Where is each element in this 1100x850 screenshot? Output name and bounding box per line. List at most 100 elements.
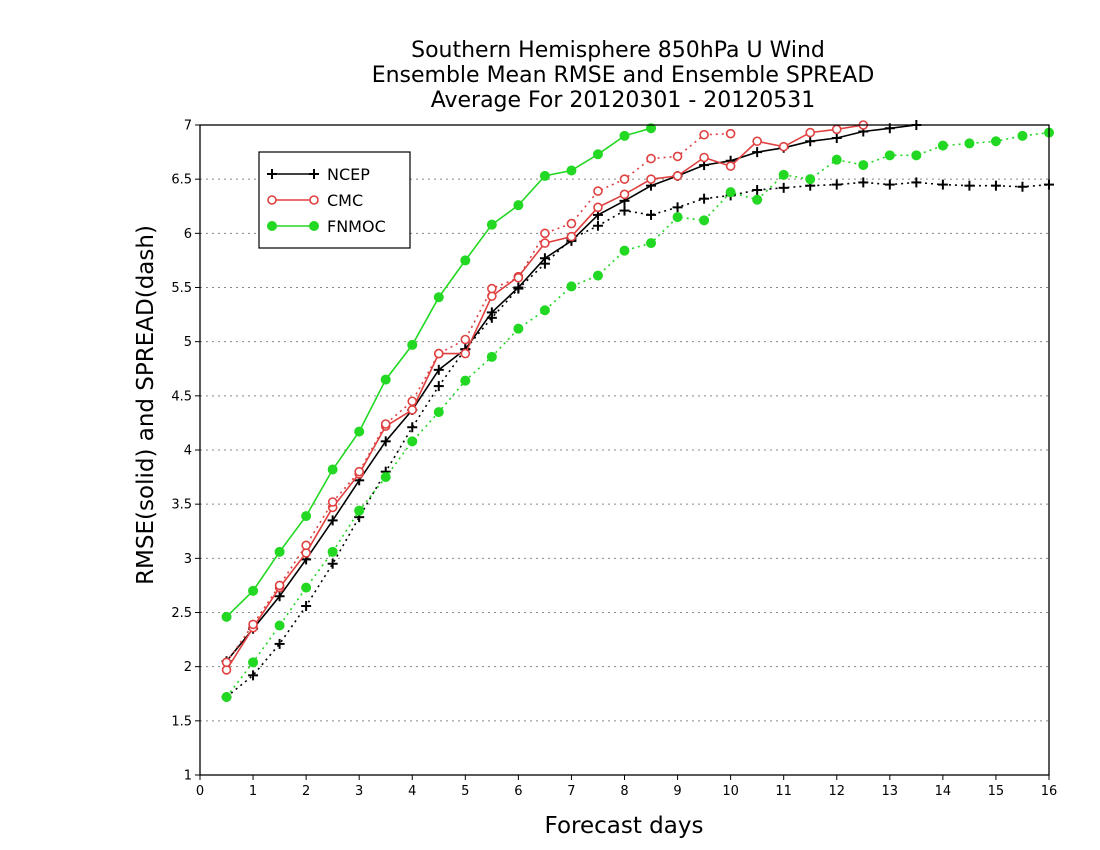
ncep-spread-point: [513, 283, 524, 294]
ncep-rmse-point: [274, 591, 285, 602]
y-tick-label: 4.5: [171, 389, 192, 404]
x-tick-label: 15: [988, 784, 1005, 799]
cmc-spread-point: [221, 657, 232, 668]
ncep-spread-point: [964, 180, 975, 191]
x-tick-label: 2: [302, 784, 310, 799]
y-tick-label: 3: [184, 552, 192, 567]
ncep-spread-line: [225, 181, 1050, 698]
cmc-spread-point: [646, 153, 656, 164]
ncep-rmse-point: [752, 147, 763, 158]
y-axis-ticks: 1 1.5 2 2.5 3 3.5 4 4.5 5 5.5 6 6.5 7: [171, 119, 200, 784]
ncep-spread-point: [407, 422, 418, 433]
fnmoc-spread-point: [937, 140, 948, 151]
ncep-rmse-point: [805, 136, 816, 147]
x-tick-label: 3: [355, 784, 363, 799]
ncep-spread-point: [646, 209, 657, 220]
y-tick-label: 1.5: [171, 714, 192, 729]
fnmoc-spread-point: [433, 407, 444, 418]
fnmoc-rmse-point: [566, 165, 577, 176]
y-tick-label: 6.5: [171, 173, 192, 188]
cmc-spread-point: [672, 151, 683, 162]
ncep-spread-point: [592, 220, 603, 231]
fnmoc-rmse-point: [486, 219, 497, 230]
ncep-spread-point: [619, 205, 630, 216]
ncep-rmse-point: [380, 436, 391, 447]
fnmoc-spread-point: [460, 375, 471, 386]
fnmoc-rmse-point: [592, 149, 603, 160]
fnmoc-rmse-point: [513, 200, 524, 211]
fnmoc-spread-point: [592, 270, 603, 281]
fnmoc-spread-point: [646, 238, 657, 249]
ncep-spread-point: [831, 179, 842, 190]
legend-marker-fnmoc: [267, 221, 277, 231]
cmc-rmse-point: [407, 405, 418, 415]
ncep-spread-point: [539, 258, 550, 269]
ncep-spread-point: [937, 179, 948, 190]
legend-marker-cmc: [267, 195, 277, 205]
fnmoc-spread-point: [566, 281, 577, 292]
cmc-rmse-point: [672, 171, 683, 181]
fnmoc-spread-point: [301, 582, 312, 593]
fnmoc-spread-point: [407, 436, 418, 447]
cmc-spread-point: [699, 129, 709, 140]
ncep-spread-point: [486, 312, 497, 323]
ncep-rmse-point: [831, 133, 842, 143]
cmc-spread-point: [725, 128, 736, 139]
fnmoc-spread-point: [221, 692, 232, 702]
cmc-spread-point: [540, 228, 550, 239]
cmc-rmse-point: [460, 348, 471, 359]
cmc-spread-point: [380, 419, 391, 429]
x-tick-label: 16: [1041, 784, 1058, 799]
y-tick-label: 4: [184, 444, 192, 459]
ncep-spread-point: [990, 180, 1001, 191]
ncep-rmse-point: [433, 364, 444, 375]
ncep-spread-point: [327, 558, 338, 569]
cmc-spread-point: [354, 466, 364, 477]
fnmoc-spread-point: [884, 150, 895, 161]
cmc-spread-point: [327, 497, 338, 507]
fnmoc-spread-point: [513, 323, 524, 334]
legend-label-fnmoc: FNMOC: [327, 217, 386, 236]
ncep-spread-point: [911, 177, 922, 188]
cmc-rmse-point: [752, 136, 762, 147]
legend-label-cmc: CMC: [327, 191, 363, 210]
fnmoc-spread-point: [990, 136, 1001, 147]
fnmoc-spread-point: [725, 187, 736, 198]
y-tick-label: 2: [184, 660, 192, 675]
fnmoc-spread-point: [274, 620, 285, 631]
ncep-spread-point: [248, 670, 259, 681]
cmc-spread-point: [593, 186, 603, 196]
cmc-spread-point: [248, 619, 258, 630]
grid-lines: [200, 178, 1049, 722]
x-tick-label: 14: [935, 784, 952, 799]
ncep-spread-point: [433, 381, 444, 392]
x-tick-label: 5: [461, 784, 469, 799]
y-tick-label: 7: [184, 119, 192, 134]
cmc-rmse-point: [540, 238, 550, 248]
cmc-spread-point: [433, 348, 444, 359]
fnmoc-rmse-point: [407, 339, 418, 350]
x-tick-label: 11: [775, 784, 792, 799]
legend-marker-cmc: [309, 195, 319, 205]
cmc-rmse-point: [805, 127, 816, 138]
cmc-rmse-point: [725, 161, 736, 171]
fnmoc-rmse-point: [619, 130, 630, 141]
y-tick-label: 3.5: [171, 498, 192, 513]
fnmoc-rmse-point: [380, 374, 391, 385]
ncep-spread-point: [858, 177, 869, 188]
cmc-spread-point: [513, 272, 524, 283]
legend-marker-ncep: [267, 169, 277, 179]
ncep-spread-point: [778, 182, 789, 193]
fnmoc-rmse-point: [433, 292, 444, 303]
x-tick-label: 12: [828, 784, 845, 799]
fnmoc-spread-point: [539, 305, 550, 316]
chart-title-line-3: Average For 20120301 - 20120531: [431, 88, 816, 113]
ncep-spread-point: [274, 638, 285, 649]
y-tick-label: 5.5: [171, 281, 192, 296]
cmc-rmse-point: [593, 202, 603, 213]
chart-title-line-2: Ensemble Mean RMSE and Ensemble SPREAD: [372, 63, 875, 88]
cmc-rmse-point: [646, 174, 656, 184]
legend-label-ncep: NCEP: [327, 165, 370, 184]
fnmoc-spread-point: [248, 657, 259, 668]
legend-marker-ncep: [309, 169, 319, 179]
